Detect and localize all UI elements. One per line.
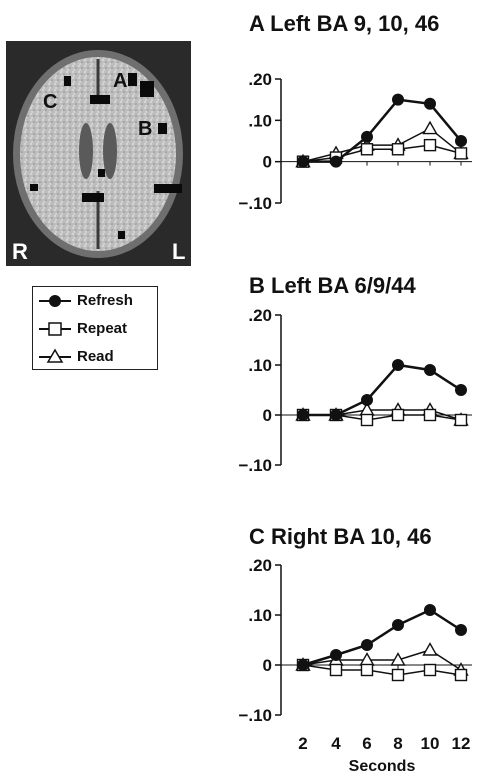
chart-title: C Right BA 10, 46 [249, 524, 432, 549]
data-point-refresh [361, 394, 373, 406]
x-tick-label: 2 [298, 734, 307, 753]
y-tick-label: .20 [248, 70, 272, 89]
legend-label-read: Read [77, 348, 114, 365]
data-point-refresh [361, 639, 373, 651]
data-point-refresh [297, 409, 309, 421]
chart-legend: Refresh Repeat Read [32, 286, 158, 370]
activation-blob [82, 193, 104, 202]
activation-blobs [30, 73, 182, 239]
series-line-refresh [303, 363, 462, 417]
data-point-refresh [297, 659, 309, 671]
activation-blob [140, 81, 154, 97]
y-tick-label: .20 [248, 556, 272, 575]
data-point-repeat [423, 663, 437, 677]
y-tick-label: 0 [263, 153, 272, 172]
y-tick-label: .20 [248, 306, 272, 325]
x-tick-label: 10 [421, 734, 440, 753]
legend-marker-read [39, 348, 71, 363]
side-label-right: R [12, 239, 28, 264]
y-tick-label: 0 [263, 656, 272, 675]
activation-blob [90, 95, 110, 104]
side-label-left: L [172, 239, 185, 264]
chart-title: A Left BA 9, 10, 46 [249, 11, 439, 36]
data-point-repeat [360, 663, 374, 677]
data-point-refresh [297, 155, 309, 168]
data-point-read [390, 652, 406, 666]
data-point-refresh [392, 359, 404, 371]
x-tick-label: 6 [362, 734, 371, 753]
activation-blob [154, 184, 182, 193]
chart-title: B Left BA 6/9/44 [249, 273, 416, 298]
legend-marker-refresh [39, 295, 71, 307]
region-label-b: B [138, 118, 152, 140]
data-point-read [422, 120, 438, 135]
activation-blob [64, 76, 71, 86]
y-tick-label: 0 [263, 406, 272, 425]
y-tick-label: −.10 [238, 194, 272, 213]
activation-blob [30, 184, 38, 191]
data-point-refresh [424, 604, 436, 616]
x-tick-label: 8 [393, 734, 402, 753]
data-point-repeat [391, 143, 405, 156]
legend-label-refresh: Refresh [77, 292, 133, 309]
activation-blob [128, 73, 137, 86]
data-point-repeat [391, 408, 405, 422]
series-line-repeat [302, 144, 462, 163]
data-point-repeat [329, 663, 343, 677]
data-point-refresh [330, 155, 342, 168]
x-axis-label: Seconds [349, 758, 416, 775]
ventricle-right [103, 123, 117, 179]
y-tick-label: .10 [248, 606, 272, 625]
data-point-refresh [392, 93, 404, 106]
data-point-repeat [360, 413, 374, 427]
series-line-read [302, 649, 462, 671]
data-point-refresh [455, 384, 467, 396]
data-point-repeat [423, 138, 437, 152]
region-label-c: C [43, 91, 57, 113]
ventricle-left [79, 123, 93, 179]
activation-blob [158, 123, 167, 134]
data-point-refresh [361, 130, 373, 143]
y-tick-label: .10 [248, 356, 272, 375]
data-point-repeat [423, 408, 437, 422]
x-tick-label: 12 [452, 734, 471, 753]
data-point-refresh [455, 135, 467, 147]
data-point-read [422, 642, 438, 656]
y-tick-label: −.10 [238, 456, 272, 475]
data-point-repeat [360, 143, 374, 156]
data-point-repeat [454, 413, 468, 427]
data-point-refresh [392, 619, 404, 631]
series-line-repeat [302, 664, 462, 676]
series-line-read [302, 127, 462, 163]
data-point-repeat [391, 668, 405, 682]
data-point-refresh [330, 649, 342, 661]
activation-blob [98, 169, 105, 177]
legend-marker-repeat [39, 322, 71, 336]
x-tick-label: 4 [331, 734, 341, 753]
data-point-refresh [424, 364, 436, 376]
series-line-refresh [303, 98, 462, 163]
y-tick-label: .10 [248, 111, 272, 130]
region-label-a: A [113, 70, 127, 92]
data-point-refresh [330, 409, 342, 421]
series-line-refresh [302, 608, 462, 667]
brain-tissue [20, 57, 176, 251]
brain-mri-svg: A B C R L [6, 41, 191, 266]
data-point-refresh [424, 97, 436, 110]
legend-label-repeat: Repeat [77, 320, 128, 337]
y-tick-label: −.10 [238, 706, 272, 725]
data-point-refresh [455, 624, 467, 636]
data-point-repeat [454, 668, 468, 682]
legend-markers [39, 295, 71, 363]
data-point-repeat [454, 147, 468, 160]
brain-mri-image: A B C R L [6, 41, 191, 266]
activation-blob [118, 231, 125, 239]
